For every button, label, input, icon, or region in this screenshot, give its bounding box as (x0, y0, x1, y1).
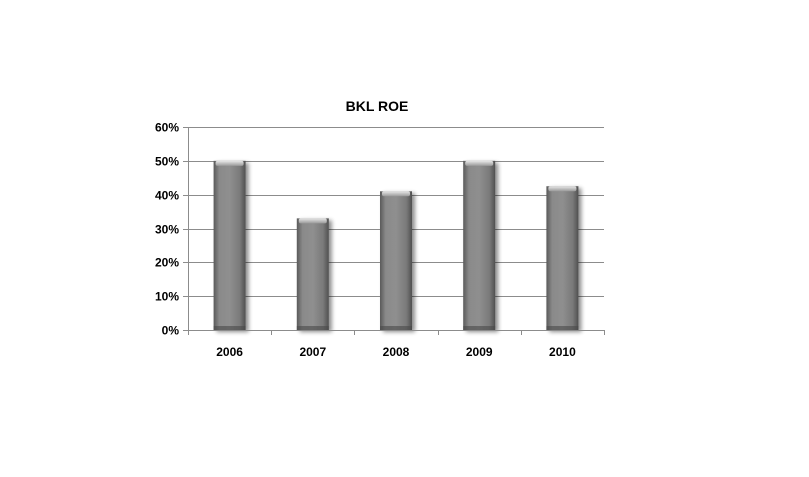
bar (546, 186, 579, 330)
bars (213, 160, 579, 330)
bar-cap (298, 218, 327, 224)
bar (463, 160, 496, 330)
bar-base (380, 326, 412, 330)
y-tick-label: 60% (155, 121, 179, 135)
x-tick-label: 2010 (549, 345, 576, 359)
y-tick-label: 40% (155, 189, 179, 203)
y-axis: 0% 10% 20% 30% 40% 50% 60% (155, 121, 189, 338)
bar-body (463, 160, 496, 330)
y-tick-label: 20% (155, 256, 179, 270)
bar-base (546, 326, 579, 330)
bar-cap (215, 160, 244, 166)
bar-cap (382, 191, 410, 197)
bar (296, 218, 329, 330)
x-tick-label: 2006 (216, 345, 243, 359)
x-tick-label: 2009 (466, 345, 493, 359)
chart-title: BKL ROE (346, 98, 409, 114)
bar-cap (548, 186, 577, 192)
bar-base (296, 326, 329, 330)
bar-body (380, 191, 412, 330)
y-tick-label: 0% (162, 324, 180, 338)
bar (380, 191, 412, 330)
bar-cap (465, 160, 494, 166)
bar-body (213, 160, 246, 330)
x-tick-label: 2008 (383, 345, 410, 359)
x-tick-label: 2007 (299, 345, 326, 359)
bar-body (296, 218, 329, 330)
bar-body (546, 186, 579, 330)
bar (213, 160, 246, 330)
bar-base (213, 326, 246, 330)
bar-base (463, 326, 496, 330)
y-tick-label: 30% (155, 223, 179, 237)
y-tick-label: 50% (155, 155, 179, 169)
x-axis: 2006 2007 2008 2009 2010 (188, 330, 605, 359)
y-tick-label: 10% (155, 290, 179, 304)
